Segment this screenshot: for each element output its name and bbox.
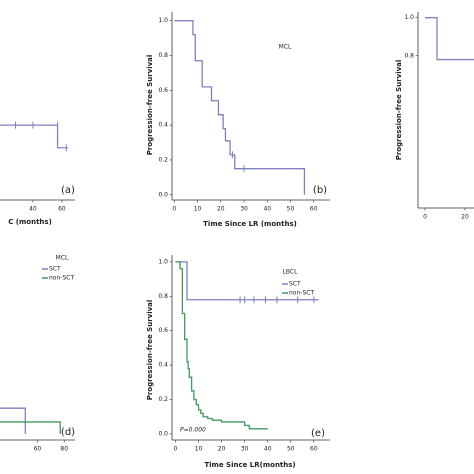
x-tick-label: 80 [60, 446, 68, 453]
legend-label: SCT [49, 266, 61, 273]
x-tick-label: 0 [423, 214, 427, 221]
x-tick-label: 20 [218, 446, 226, 453]
panel-label: (e) [311, 428, 325, 439]
x-tick-label: 0 [174, 446, 178, 453]
x-tick-label: 40 [29, 206, 37, 213]
x-tick-label: 60 [34, 446, 42, 453]
panel: 40 60 C (months) (a) [0, 121, 75, 226]
x-tick-label: 30 [241, 446, 249, 453]
y-axis-label: Progression-free Survival [146, 300, 154, 401]
survival-curve [0, 407, 26, 434]
y-tick-label: 0.8 [158, 293, 168, 300]
x-tick-label: 60 [58, 206, 66, 213]
y-tick-label: 0.2 [158, 396, 168, 403]
x-tick-label: 40 [264, 446, 272, 453]
y-tick-label: 0.2 [158, 156, 168, 163]
survival-curve [0, 124, 68, 149]
panel: 0 10 20 30 40 50 60 0.0 0.2 0.4 0.6 0.8 1.0 Time Sinc… [146, 255, 330, 469]
y-tick-label: 0.4 [158, 122, 168, 129]
x-tick-label: 20 [461, 214, 469, 221]
legend-label: non-SCT [49, 275, 74, 282]
y-tick-label: 1.0 [404, 14, 414, 21]
y-tick-label: 1.0 [158, 258, 168, 265]
y-tick-label: 0.6 [158, 87, 168, 94]
survival-curve [425, 17, 474, 61]
x-tick-label: 50 [287, 446, 295, 453]
x-tick-label: 10 [194, 206, 202, 213]
survival-curve [174, 20, 306, 195]
x-axis-label: Time Since LR (months) [203, 220, 297, 228]
x-tick-label: 30 [240, 206, 248, 213]
panel-label: (d) [61, 427, 75, 438]
x-axis-label: C (months) [8, 218, 52, 226]
panel-title: MCL [56, 255, 69, 262]
panel: 0 10 20 30 40 50 60 0.0 0.2 0.4 0.6 0.8 1.0 Time Sinc… [146, 12, 330, 228]
x-tick-label: 60 [310, 206, 318, 213]
x-tick-label: 50 [287, 206, 295, 213]
legend-label: SCT [289, 281, 301, 288]
panel: 0 20 0.8 1.0 Progression-free Survival [395, 12, 474, 221]
annotation: P=0.000 [180, 427, 206, 434]
x-tick-label: 0 [172, 206, 176, 213]
x-tick-label: 10 [195, 446, 203, 453]
y-tick-label: 0.6 [158, 327, 168, 334]
survival-curve [0, 421, 61, 434]
y-axis-label: Progression-free Survival [146, 55, 154, 156]
x-tick-label: 20 [217, 206, 225, 213]
y-tick-label: 0.0 [158, 430, 168, 437]
panel-label: (b) [313, 185, 327, 196]
y-tick-label: 0.8 [404, 52, 414, 59]
panel: 60 80 MCL (d) SCT non-SCT [0, 255, 75, 453]
panel-label: (a) [61, 185, 75, 196]
survival-curve [175, 261, 319, 301]
y-axis-label: Progression-free Survival [395, 60, 403, 161]
survival-curve [175, 261, 268, 430]
y-tick-label: 1.0 [158, 17, 168, 24]
y-tick-label: 0.0 [158, 191, 168, 198]
legend-label: non-SCT [289, 290, 314, 297]
y-tick-label: 0.8 [158, 52, 168, 59]
x-axis-label: Time Since LR(months) [204, 461, 295, 469]
panel-title: MCL [279, 44, 292, 51]
x-tick-label: 40 [263, 206, 271, 213]
y-tick-label: 0.4 [158, 362, 168, 369]
x-tick-label: 60 [310, 446, 318, 453]
panel-title: LBCL [283, 269, 299, 276]
